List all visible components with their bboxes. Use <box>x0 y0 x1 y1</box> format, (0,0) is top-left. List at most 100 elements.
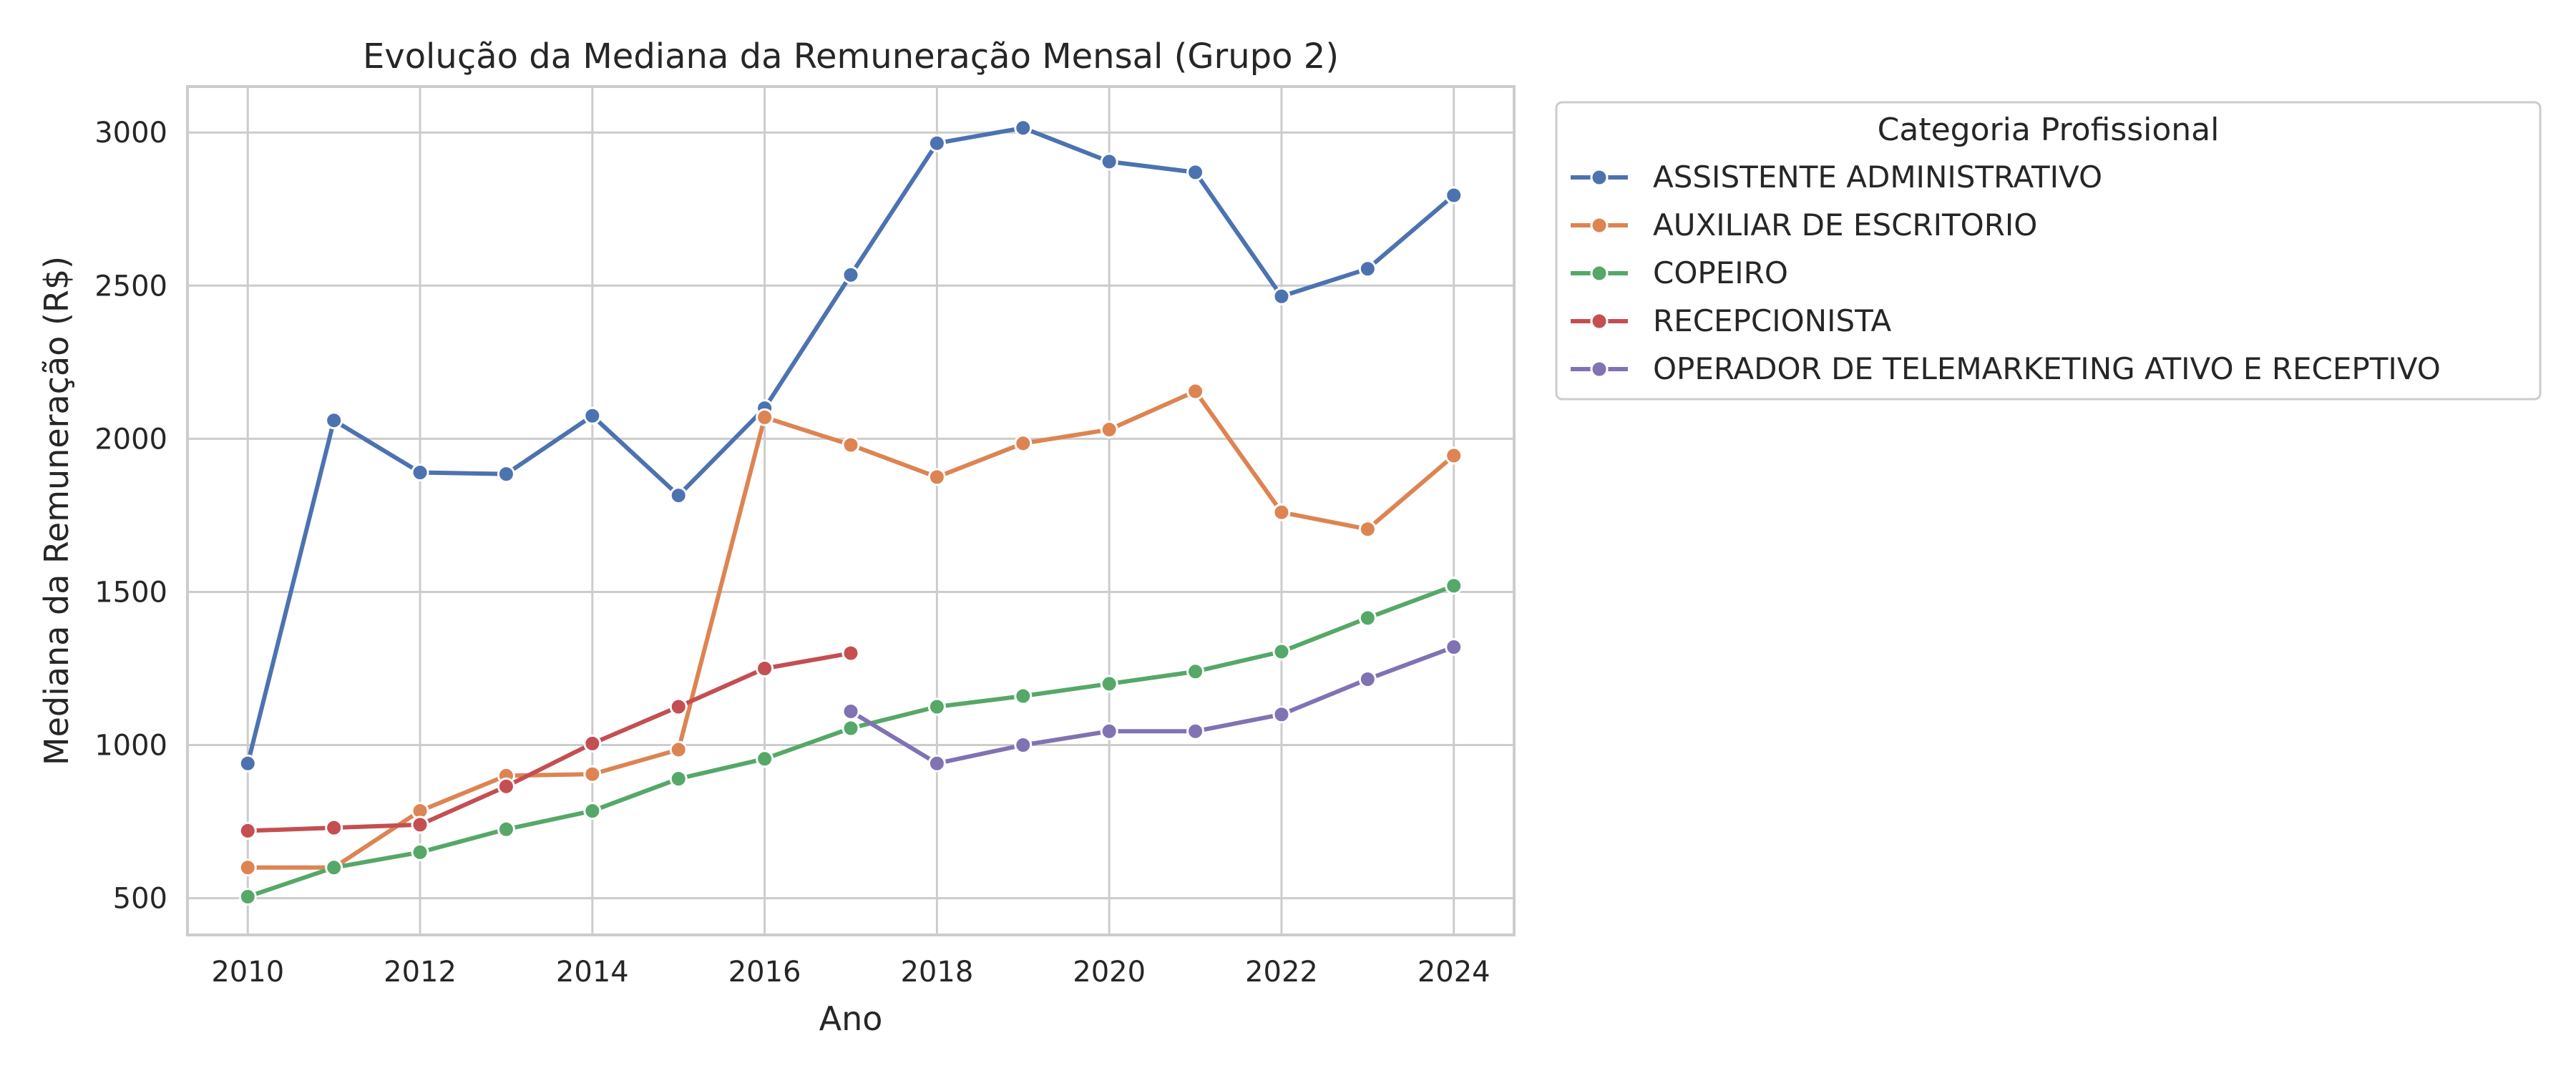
data-point <box>1272 705 1291 724</box>
x-tick-label: 2016 <box>728 956 801 989</box>
data-point <box>238 887 257 906</box>
data-point <box>669 486 688 505</box>
legend-swatch-marker <box>1590 168 1609 187</box>
data-point <box>841 265 860 284</box>
data-point <box>325 818 343 837</box>
plot-frame <box>186 85 1516 936</box>
y-tick-label: 500 <box>113 883 167 916</box>
y-tick-label: 1500 <box>94 576 167 609</box>
series <box>841 638 1463 773</box>
data-point <box>927 134 946 152</box>
data-point <box>1358 260 1377 278</box>
series <box>238 119 1463 773</box>
data-point <box>411 463 429 481</box>
series-line <box>248 651 852 833</box>
data-point <box>841 436 860 454</box>
data-point <box>583 802 602 820</box>
data-point <box>583 734 602 753</box>
data-point <box>1186 382 1205 401</box>
series-line <box>849 645 1455 766</box>
legend-item: AUXILIAR DE ESCRITORIO <box>1571 207 2037 242</box>
data-point <box>669 740 688 759</box>
data-point <box>927 754 946 773</box>
chart-title: Evolução da Mediana da Remuneração Mensa… <box>363 36 1339 77</box>
y-tick-label: 2500 <box>94 270 167 303</box>
data-point <box>238 858 257 877</box>
data-point <box>411 843 429 861</box>
legend-label: OPERADOR DE TELEMARKETING ATIVO E RECEPT… <box>1653 351 2441 386</box>
data-point <box>756 750 774 768</box>
data-point <box>1358 520 1377 539</box>
data-point <box>583 406 602 425</box>
legend-item: RECEPCIONISTA <box>1571 303 1892 338</box>
x-tick-label: 2012 <box>384 956 457 989</box>
legend: Categoria Profissional ASSISTENTE ADMINI… <box>1555 101 2542 401</box>
data-point <box>669 770 688 788</box>
data-point <box>1272 287 1291 305</box>
legend-item: OPERADOR DE TELEMARKETING ATIVO E RECEPT… <box>1571 351 2441 386</box>
data-point <box>238 821 257 840</box>
data-point <box>1100 421 1118 439</box>
x-tick-label: 2022 <box>1245 956 1318 989</box>
data-point <box>1186 662 1205 681</box>
data-point <box>1358 670 1377 688</box>
series-line <box>248 389 1455 870</box>
data-point <box>411 815 429 834</box>
data-point <box>756 408 774 426</box>
data-point <box>841 644 860 662</box>
data-point <box>238 754 257 773</box>
data-point <box>1014 736 1033 755</box>
x-tick-label: 2024 <box>1418 956 1491 989</box>
legend-label: AUXILIAR DE ESCRITORIO <box>1653 207 2037 242</box>
data-point <box>841 719 860 738</box>
data-point <box>756 660 774 678</box>
data-point <box>497 777 515 795</box>
y-axis-label: Mediana da Remuneração (R$) <box>37 256 76 765</box>
legend-swatch-marker <box>1590 264 1609 283</box>
x-tick-label: 2014 <box>556 956 629 989</box>
y-tick-label: 1000 <box>94 730 167 763</box>
x-tick-label: 2018 <box>900 956 973 989</box>
data-point <box>1100 152 1118 171</box>
legend-label: ASSISTENTE ADMINISTRATIVO <box>1653 160 2102 195</box>
data-point <box>1358 609 1377 627</box>
data-point <box>1100 722 1118 740</box>
data-point <box>1014 687 1033 705</box>
legend-label: RECEPCIONISTA <box>1653 303 1892 338</box>
series <box>238 382 1463 877</box>
data-point <box>841 702 860 720</box>
y-tick-label: 3000 <box>94 117 167 150</box>
x-axis-label: Ano <box>819 999 883 1038</box>
tick-labels: 2010 2012 2014 2016 2018 2020 2022 2024 500 1000 1… <box>94 117 1490 989</box>
data-point <box>1014 119 1033 137</box>
series <box>238 644 860 840</box>
data-point <box>497 820 515 838</box>
legend-label: COPEIRO <box>1653 255 1788 290</box>
legend-title: Categoria Profissional <box>1878 112 2220 148</box>
data-point <box>1445 638 1463 657</box>
data-point <box>927 697 946 716</box>
data-point <box>669 697 688 716</box>
data-point <box>1445 446 1463 465</box>
y-tick-label: 2000 <box>94 423 167 456</box>
data-point <box>325 858 343 877</box>
data-point <box>1272 503 1291 521</box>
data-point <box>583 765 602 783</box>
data-point <box>1272 642 1291 661</box>
series-layer <box>238 119 1463 906</box>
legend-swatch-marker <box>1590 360 1609 378</box>
data-point <box>1445 186 1463 205</box>
data-point <box>497 465 515 484</box>
data-point <box>325 411 343 430</box>
x-tick-label: 2010 <box>211 956 284 989</box>
x-tick-label: 2020 <box>1073 956 1146 989</box>
legend-item: COPEIRO <box>1571 255 1788 290</box>
grid <box>187 87 1514 935</box>
series <box>238 577 1463 906</box>
data-point <box>1445 577 1463 595</box>
legend-box <box>1555 101 2542 401</box>
data-point <box>1100 675 1118 693</box>
data-point <box>927 468 946 486</box>
legend-item: ASSISTENTE ADMINISTRATIVO <box>1571 160 2102 195</box>
